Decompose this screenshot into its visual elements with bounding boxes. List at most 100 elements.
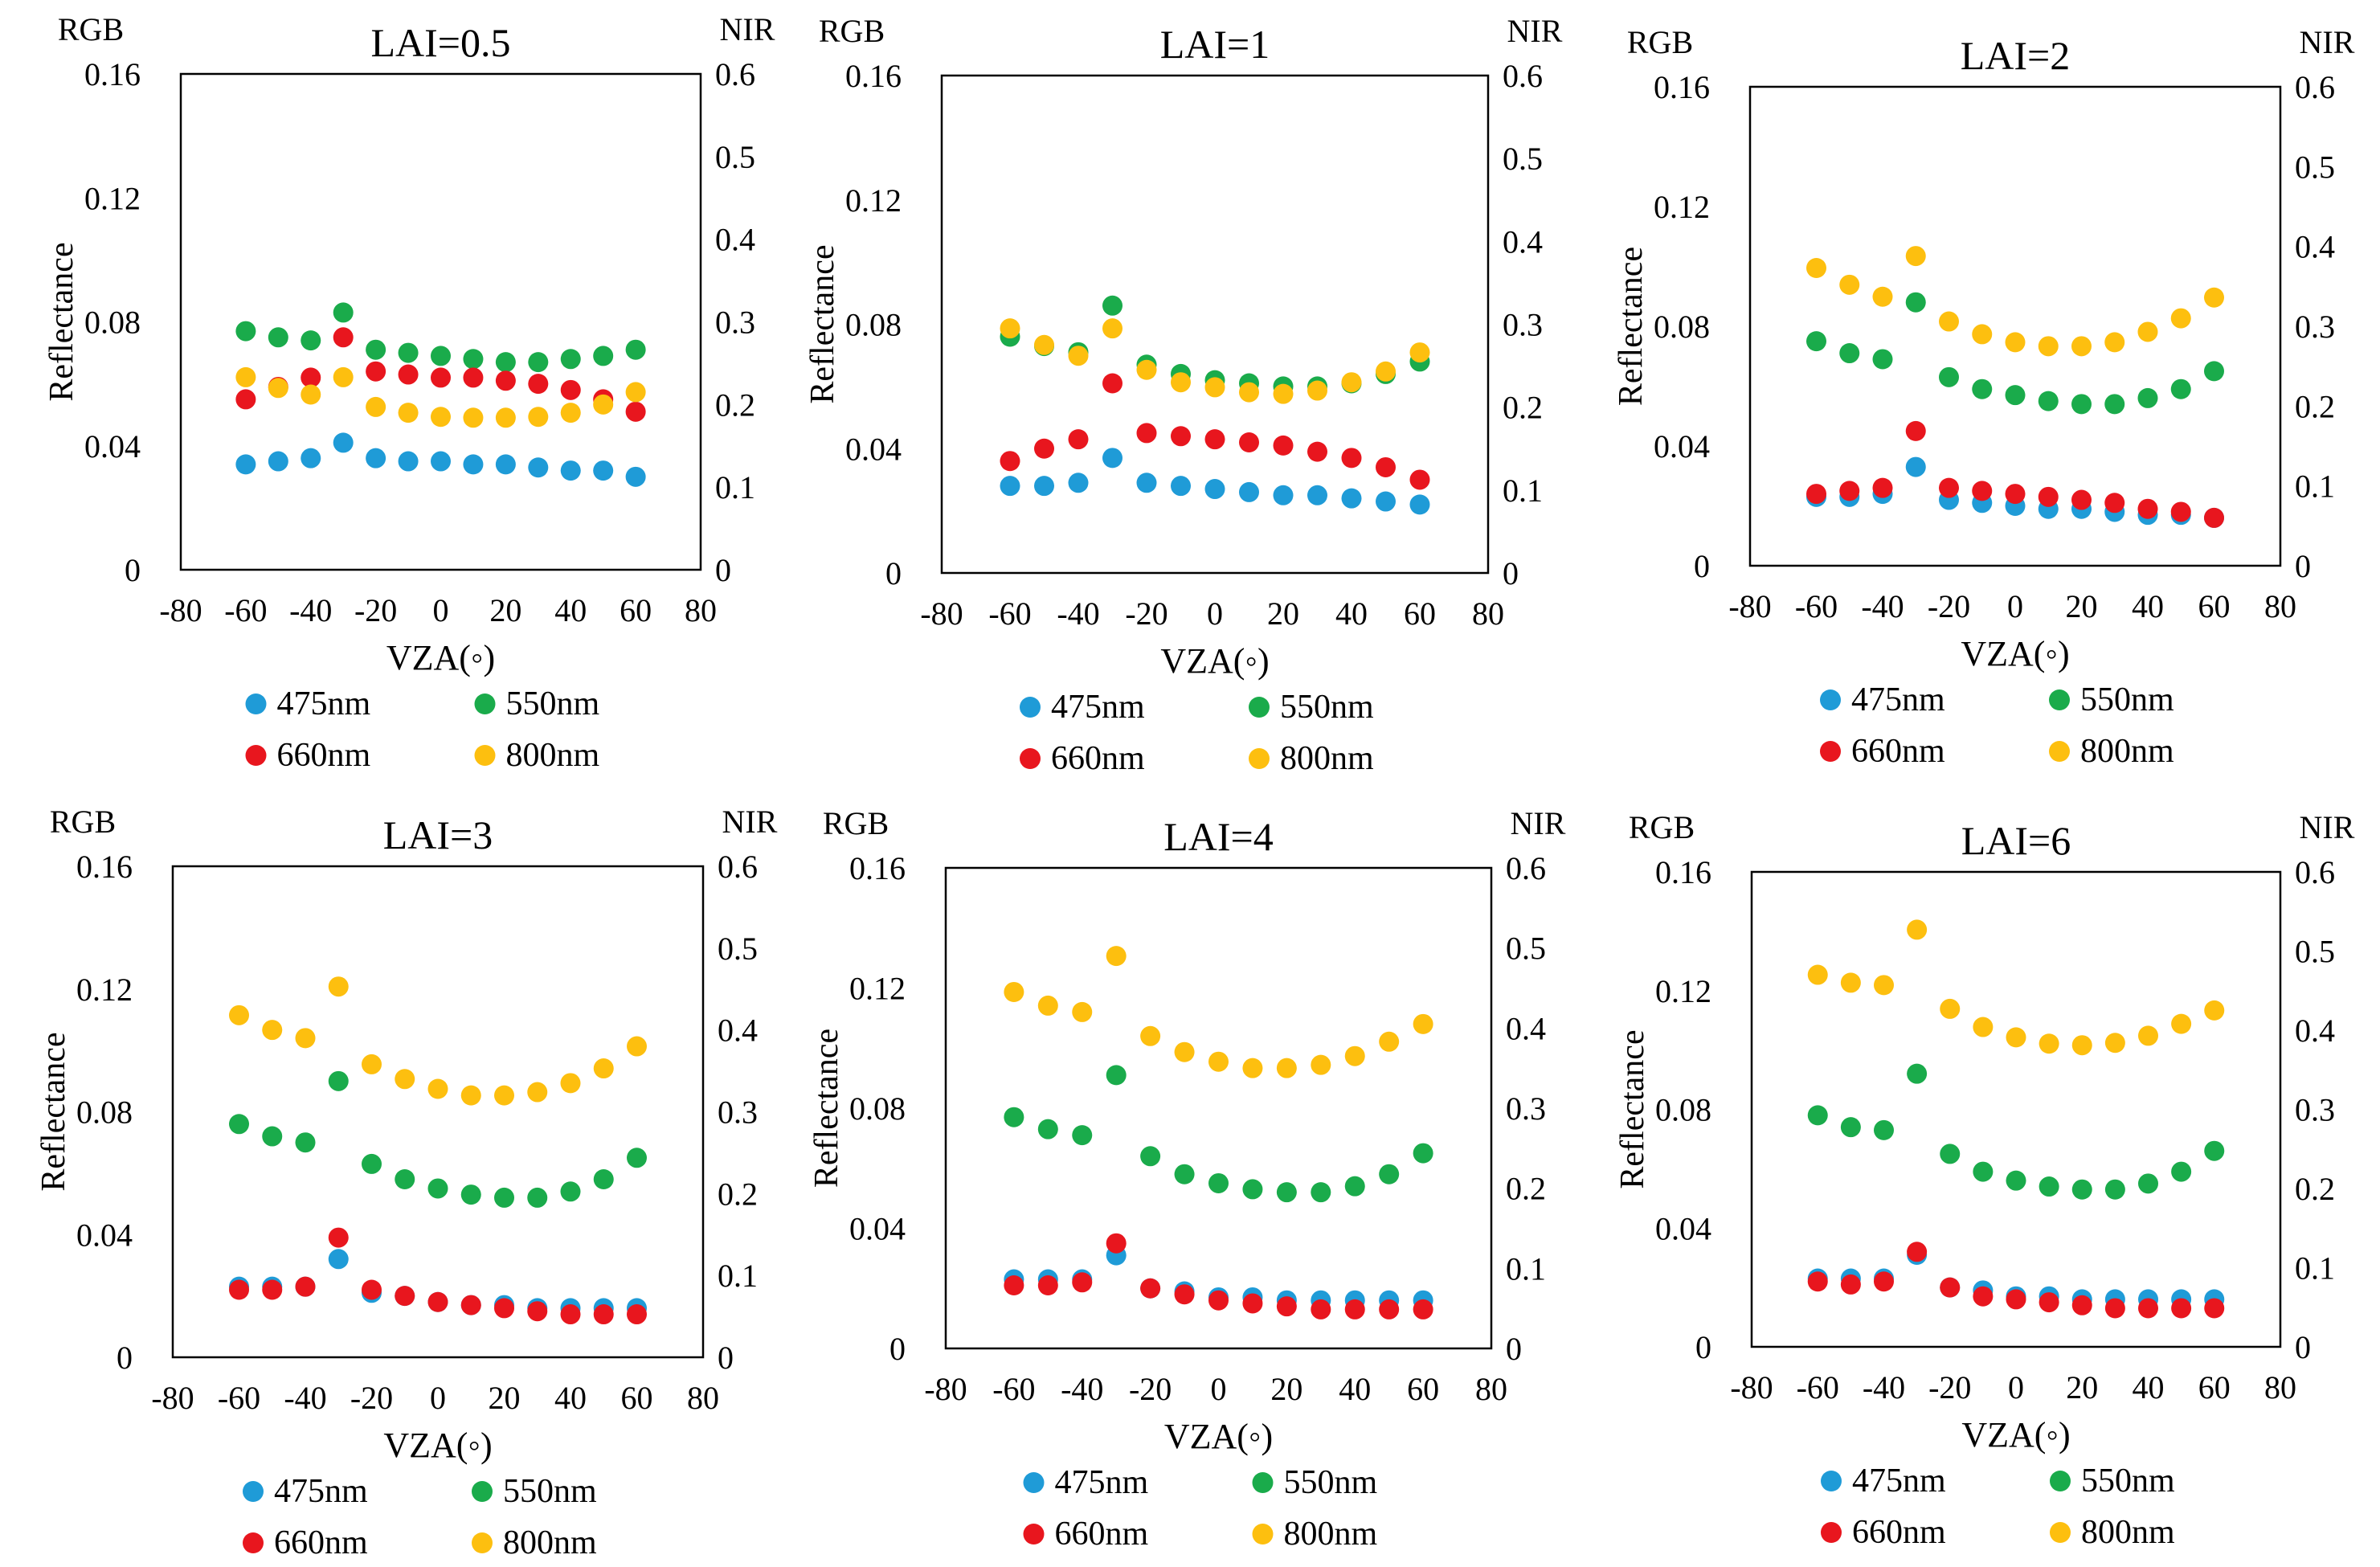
y-tick-label: 0.04 <box>1655 1210 1711 1246</box>
data-point-800nm <box>1204 377 1225 398</box>
left-axis-label: RGB <box>1629 809 1695 845</box>
data-point-475nm <box>235 454 256 475</box>
data-point-660nm <box>262 1279 283 1300</box>
data-point-550nm <box>1807 1105 1828 1126</box>
x-axis-title: VZA(◦) <box>1961 634 2069 673</box>
x-tick-label: -60 <box>1795 588 1838 624</box>
legend-marker-475nm <box>245 693 267 714</box>
legend-marker-660nm <box>1821 1522 1842 1543</box>
data-point-475nm <box>1905 456 1926 477</box>
x-tick-label: -80 <box>151 1380 194 1416</box>
legend-marker-550nm <box>1252 1472 1274 1493</box>
y2-tick-label: 0.6 <box>2295 854 2335 890</box>
data-point-660nm <box>463 367 484 388</box>
data-point-550nm <box>463 349 484 370</box>
data-point-550nm <box>1973 1161 1994 1182</box>
y-axis-title: Reflectance <box>808 1029 845 1188</box>
data-point-475nm <box>1409 494 1430 515</box>
legend-label: 550nm <box>1284 1464 1378 1501</box>
data-point-660nm <box>528 374 549 395</box>
data-point-660nm <box>1140 1278 1161 1299</box>
x-tick-label: 0 <box>1207 595 1223 632</box>
x-tick-label: 80 <box>1475 1371 1507 1407</box>
y-axis-title: Reflectance <box>804 244 841 403</box>
y2-tick-label: 0.2 <box>1503 390 1543 426</box>
data-point-475nm <box>398 451 419 472</box>
data-point-800nm <box>460 1085 481 1106</box>
data-point-550nm <box>1174 1164 1195 1184</box>
data-point-660nm <box>1379 1299 1400 1319</box>
data-point-800nm <box>229 1004 249 1025</box>
data-point-800nm <box>1806 257 1826 278</box>
data-point-660nm <box>1807 1271 1828 1292</box>
data-point-800nm <box>2138 1025 2158 1046</box>
data-point-800nm <box>495 407 516 428</box>
y-tick-label: 0.08 <box>849 1090 906 1127</box>
data-point-800nm <box>463 407 484 428</box>
data-point-660nm <box>1874 1271 1894 1292</box>
x-tick-label: 20 <box>489 592 521 628</box>
data-point-800nm <box>262 1020 283 1041</box>
data-point-800nm <box>1140 1025 1161 1046</box>
data-point-800nm <box>2104 1033 2125 1054</box>
y2-tick-label: 0.4 <box>718 1013 758 1049</box>
data-point-800nm <box>1413 1013 1433 1034</box>
x-tick-label: 40 <box>1339 1371 1371 1407</box>
plot-area-frame <box>940 74 1490 575</box>
y-tick-label: 0 <box>885 555 902 591</box>
data-point-550nm <box>362 1153 382 1174</box>
data-point-550nm <box>262 1126 283 1147</box>
data-point-660nm <box>1939 477 1959 498</box>
legend-marker-800nm <box>1249 748 1270 769</box>
data-point-660nm <box>1037 1275 1058 1296</box>
y2-tick-label: 0.1 <box>2295 468 2335 505</box>
data-point-660nm <box>1102 373 1123 394</box>
data-point-660nm <box>1136 423 1157 444</box>
legend-label: 660nm <box>277 737 371 774</box>
y-tick-label: 0.16 <box>84 56 141 92</box>
y-tick-label: 0 <box>1695 1329 1711 1365</box>
data-point-475nm <box>1204 479 1225 500</box>
y-tick-label: 0.12 <box>849 971 906 1007</box>
y-tick-label: 0.04 <box>76 1217 133 1253</box>
data-point-660nm <box>229 1279 249 1300</box>
x-tick-label: -60 <box>224 592 267 628</box>
data-point-550nm <box>2137 387 2158 408</box>
data-point-475nm <box>625 466 646 487</box>
y2-tick-label: 0.3 <box>718 1094 758 1131</box>
x-tick-label: -60 <box>988 595 1031 632</box>
data-point-660nm <box>1973 1286 1994 1307</box>
data-point-550nm <box>431 346 451 366</box>
data-point-550nm <box>2171 1161 2192 1182</box>
x-tick-label: -80 <box>1730 1369 1773 1405</box>
legend-label: 550nm <box>506 685 600 722</box>
y2-tick-label: 0.2 <box>2295 388 2335 424</box>
data-point-660nm <box>427 1291 448 1312</box>
data-point-475nm <box>1068 473 1089 493</box>
y-axis-title: Reflectance <box>43 242 80 401</box>
data-point-660nm <box>1341 448 1362 468</box>
y-tick-label: 0.16 <box>845 58 902 94</box>
x-tick-label: -80 <box>1728 588 1771 624</box>
data-point-550nm <box>2138 1173 2158 1194</box>
left-axis-label: RGB <box>50 804 116 840</box>
y-tick-label: 0.12 <box>84 180 141 216</box>
data-point-800nm <box>431 407 451 428</box>
data-point-550nm <box>328 1070 349 1091</box>
data-point-800nm <box>395 1069 415 1090</box>
x-tick-label: 80 <box>2264 588 2296 624</box>
data-point-660nm <box>1940 1277 1961 1298</box>
data-point-660nm <box>1413 1299 1433 1319</box>
data-point-800nm <box>1311 1054 1331 1075</box>
data-point-660nm <box>560 1304 581 1325</box>
data-point-660nm <box>1106 1233 1127 1254</box>
data-point-800nm <box>1004 981 1024 1002</box>
data-point-550nm <box>1839 343 1860 364</box>
data-point-660nm <box>2071 1295 2092 1315</box>
legend-marker-800nm <box>2050 1522 2071 1543</box>
legend-label: 660nm <box>1051 740 1145 777</box>
data-point-660nm <box>2006 1289 2026 1310</box>
data-point-660nm <box>1872 477 1893 498</box>
legend-marker-550nm <box>2050 1471 2071 1491</box>
data-point-800nm <box>528 407 549 428</box>
